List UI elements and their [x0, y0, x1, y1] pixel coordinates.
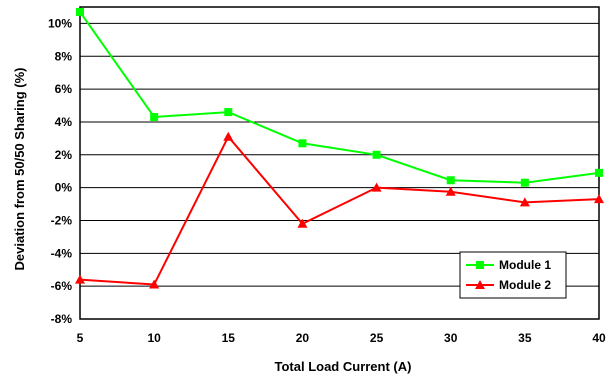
data-point	[520, 178, 529, 187]
y-axis-title: Deviation from 50/50 Sharing (%)	[12, 68, 27, 271]
y-tick-label: -4%	[51, 246, 73, 260]
data-point	[149, 279, 160, 289]
y-tick-label: 8%	[55, 49, 73, 63]
series-line	[79, 134, 600, 286]
series-1	[76, 7, 603, 187]
x-tick-labels: 5 10 15 20 25 30 35 40	[77, 331, 606, 345]
y-tick-label: -6%	[51, 279, 73, 293]
series-line	[79, 11, 600, 184]
legend-box	[459, 251, 567, 299]
series	[75, 7, 604, 289]
y-tick-label: 0%	[55, 181, 73, 195]
data-point	[75, 274, 85, 284]
data-point	[76, 7, 84, 16]
legend-marker	[475, 280, 485, 289]
data-point	[297, 218, 308, 228]
legend-label: Module 1	[499, 258, 551, 272]
y-tick-label: 2%	[55, 148, 73, 162]
y-tick-label: -8%	[51, 312, 73, 326]
x-tick-label: 40	[592, 331, 606, 345]
data-point	[223, 131, 234, 141]
legend-label: Module 2	[499, 278, 551, 292]
series-2	[75, 131, 604, 289]
data-point	[445, 186, 456, 196]
plot-area-frame	[79, 6, 600, 320]
x-tick-label: 5	[77, 331, 84, 345]
y-tick-label: 4%	[55, 115, 73, 129]
legend-marker	[476, 261, 484, 269]
x-tick-label: 30	[444, 331, 458, 345]
x-tick-label: 10	[147, 331, 161, 345]
x-axis-title: Total Load Current (A)	[275, 359, 412, 374]
data-point	[372, 150, 381, 159]
data-point	[595, 168, 603, 177]
x-tick-label: 25	[370, 331, 384, 345]
y-tick-labels: -8% -6% -4% -2% 0% 2% 4% 6% 8% 10%	[48, 16, 72, 326]
y-tick-label: 6%	[55, 82, 73, 96]
x-tick-label: 20	[296, 331, 310, 345]
grid-lines	[80, 22, 599, 320]
data-point	[519, 197, 530, 207]
y-tick-label: -2%	[51, 213, 73, 227]
data-point	[594, 194, 604, 204]
data-point	[224, 108, 233, 117]
data-point	[298, 139, 307, 148]
data-point	[150, 113, 159, 122]
x-tick-label: 35	[518, 331, 532, 345]
x-tick-label: 15	[222, 331, 236, 345]
data-point	[446, 176, 455, 185]
legend: Module 1 Module 2	[459, 251, 567, 299]
data-point	[371, 182, 382, 192]
y-tick-label: 10%	[48, 16, 72, 30]
